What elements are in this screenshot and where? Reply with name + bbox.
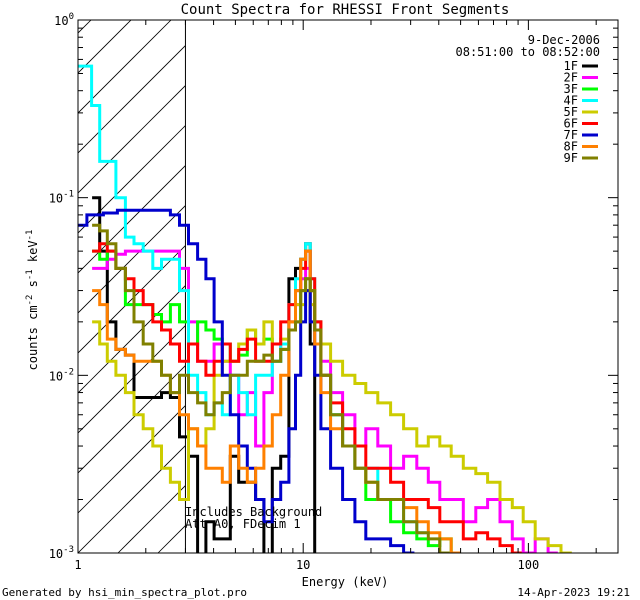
y-label-mid: s	[26, 280, 40, 294]
series-line-6F	[92, 242, 522, 553]
y-tick-label: 10-2	[49, 367, 74, 383]
y-tick-label: 100	[54, 12, 74, 28]
legend-label-8F: 8F	[564, 140, 578, 154]
y-label-exp3: -1	[25, 230, 35, 241]
y-axis-label: counts cm-2 s-1 keV-1	[25, 230, 40, 371]
series-line-9F	[92, 223, 450, 553]
hatch-line	[78, 20, 172, 114]
hatch-line	[78, 364, 186, 474]
series-line-7F	[78, 208, 415, 553]
x-axis-label: Energy (keV)	[302, 575, 389, 589]
y-tick-label: 10-3	[49, 545, 74, 561]
hatched-region	[0, 0, 640, 553]
hatch-line	[238, 0, 640, 553]
hatch-line	[78, 444, 186, 553]
series-line-2F	[92, 249, 558, 553]
legend-label-2F: 2F	[564, 71, 578, 85]
legend-label-7F: 7F	[564, 128, 578, 142]
annotation-background: Includes Background	[185, 505, 322, 519]
hatch-line	[0, 0, 118, 553]
legend-label-4F: 4F	[564, 94, 578, 108]
timestamp-text: 14-Apr-2023 19:21	[517, 586, 630, 599]
y-label-end: keV	[26, 240, 40, 269]
hatch-line	[78, 44, 186, 154]
y-label-exp2: -1	[25, 269, 35, 280]
hatch-line	[78, 204, 186, 314]
hatch-line	[78, 164, 186, 274]
chart-title: Count Spectra for RHESSI Front Segments	[181, 2, 510, 18]
x-tick-labels: 1 10 100	[74, 558, 539, 572]
hatch-line	[78, 84, 186, 194]
date-label: 9-Dec-2006	[528, 33, 600, 47]
generated-by-text: Generated by hsi_min_spectra_plot.pro	[2, 586, 247, 599]
legend-label-9F: 9F	[564, 151, 578, 165]
legend-label-6F: 6F	[564, 117, 578, 131]
hatch-line	[78, 20, 132, 74]
plot-frame	[77, 19, 619, 554]
legend-label-1F: 1F	[564, 59, 578, 73]
x-tick-label: 1	[74, 558, 81, 572]
time-range-label: 08:51:00 to 08:52:00	[456, 45, 601, 59]
y-tick-label: 10-1	[49, 190, 74, 206]
legend-label-5F: 5F	[564, 105, 578, 119]
series-line-5F	[92, 289, 572, 553]
series-layer	[78, 64, 572, 553]
x-tick-label: 10	[296, 558, 310, 572]
series-line-4F	[78, 64, 427, 535]
axis-ticks	[77, 20, 618, 554]
y-label-main: counts cm	[26, 305, 40, 370]
y-label-exp1: -2	[25, 295, 35, 306]
hatch-line	[0, 0, 78, 553]
x-tick-label: 100	[518, 558, 540, 572]
annotation-attenuator: Att A0, FDecim 1	[185, 517, 301, 531]
y-tick-labels: 100 10-1 10-2 10-3	[49, 12, 74, 561]
hatch-line	[78, 404, 186, 514]
legend-label-3F: 3F	[564, 82, 578, 96]
hatch-line	[78, 20, 92, 34]
